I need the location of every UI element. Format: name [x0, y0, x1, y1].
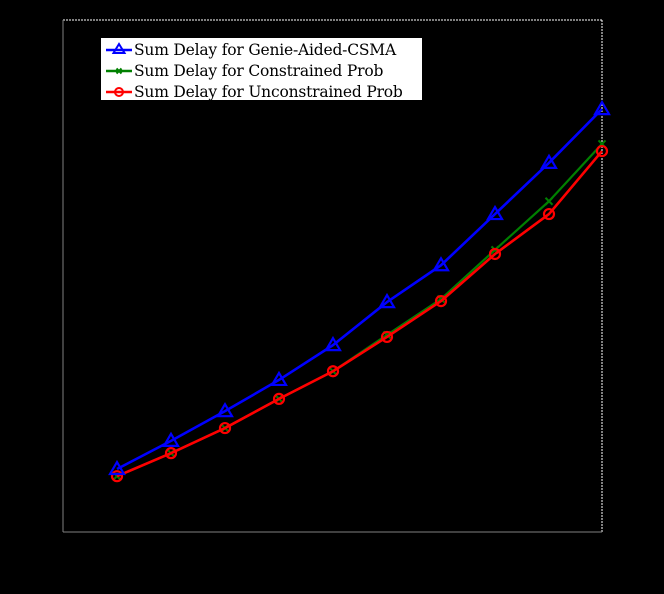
legend-label: Sum Delay for Genie-Aided-CSMA [134, 40, 396, 59]
circle-icon [106, 87, 132, 97]
x-marker [544, 197, 554, 206]
series-layer [108, 99, 611, 483]
triangle-marker [540, 153, 558, 169]
legend-item-genie-aided-csma: Sum Delay for Genie-Aided-CSMA [101, 39, 422, 60]
legend-label: Sum Delay for Constrained Prob [134, 61, 384, 80]
circle-marker [164, 447, 178, 460]
circle-marker [488, 247, 502, 261]
axes-frame [62, 19, 603, 533]
triangle-marker [162, 431, 180, 447]
series-line [116, 150, 603, 478]
triangle-marker [216, 401, 234, 418]
series-sum-delay-for-genie-aided-csma [108, 99, 611, 476]
x-icon [106, 67, 132, 75]
circle-marker [380, 330, 394, 344]
circle-marker [434, 294, 448, 308]
series-sum-delay-for-unconstrained-prob [110, 144, 609, 483]
triangle-marker [486, 204, 504, 221]
triangle-marker [432, 256, 450, 272]
legend-item-unconstrained-prob: Sum Delay for Unconstrained Prob [101, 81, 422, 102]
legend-label: Sum Delay for Unconstrained Prob [134, 82, 403, 101]
series-sum-delay-for-constrained-prob [112, 139, 607, 481]
triangle-marker [378, 292, 396, 309]
series-line [116, 143, 603, 478]
triangle-marker [324, 335, 342, 352]
triangle-icon [106, 42, 132, 54]
circle-marker [272, 392, 286, 405]
circle-marker [326, 365, 340, 378]
legend: Sum Delay for Genie-Aided-CSMA Sum Delay… [100, 37, 423, 101]
circle-marker [218, 421, 232, 435]
legend-item-constrained-prob: Sum Delay for Constrained Prob [101, 60, 422, 81]
circle-marker [110, 470, 124, 483]
circle-marker [542, 207, 556, 221]
circle-marker [595, 144, 609, 158]
series-line [116, 108, 603, 471]
triangle-marker [108, 459, 126, 476]
triangle-marker [270, 370, 288, 387]
triangle-marker [593, 99, 611, 116]
